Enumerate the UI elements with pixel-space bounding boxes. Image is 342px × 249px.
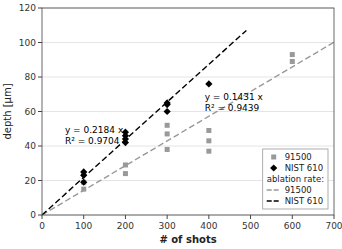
x-tick-label: 700: [325, 221, 342, 231]
y-tick-label: 100: [19, 38, 36, 48]
y-tick-label: 0: [30, 210, 36, 220]
chart: 0 100 200 300 400 500 600 700 0 20 40 60 80 100 120 # o…: [0, 0, 342, 249]
y-tick-label: 80: [25, 72, 37, 82]
legend-label: NIST 610: [285, 163, 323, 173]
legend-heading: ablation rate:: [267, 174, 324, 184]
annotation: R² = 0.9439: [205, 103, 260, 113]
legend-swatch: [267, 189, 281, 190]
annotation: y = 0.1431 x: [205, 92, 264, 102]
scatter-point: [165, 123, 170, 128]
grid-line: [42, 42, 334, 43]
scatter-point: [81, 187, 86, 192]
x-tick: [83, 215, 84, 219]
y-tick: [38, 215, 42, 216]
x-tick-label: 400: [200, 221, 217, 231]
x-tick-label: 200: [117, 221, 134, 231]
legend-label: 91500: [285, 185, 312, 195]
plot-frame: [42, 8, 334, 215]
x-tick-label: 500: [242, 221, 259, 231]
x-tick: [208, 215, 209, 219]
scatter-point: [165, 131, 170, 136]
legend-box: [263, 149, 328, 209]
x-tick: [167, 215, 168, 219]
legend: 91500NIST 610ablation rate:91500NIST 610: [263, 149, 328, 209]
y-tick: [38, 42, 42, 43]
y-tick: [38, 111, 42, 112]
scatter-point: [206, 128, 211, 133]
x-tick: [334, 215, 335, 219]
scatter-point: [123, 171, 128, 176]
grid-line: [42, 77, 334, 78]
annotation: R² = 0.9704: [65, 136, 120, 146]
annotation: y = 0.2184 x: [65, 125, 124, 135]
scatter-point: [165, 147, 170, 152]
scatter-point: [206, 149, 211, 154]
scatter-point: [164, 108, 171, 115]
scatter-point: [80, 179, 87, 186]
scatter-point: [123, 162, 128, 167]
y-tick: [38, 180, 42, 181]
y-tick: [38, 77, 42, 78]
scatter-point: [206, 138, 211, 143]
scatter-point: [205, 80, 212, 87]
y-tick-label: 60: [25, 107, 37, 117]
x-tick: [250, 215, 251, 219]
x-tick-label: 100: [75, 221, 92, 231]
legend-swatch: [271, 155, 276, 160]
scatter-point: [164, 99, 171, 106]
y-axis-label: depth [µm]: [2, 83, 13, 139]
scatter-point: [290, 52, 295, 57]
legend-label: 91500: [285, 152, 312, 162]
regression-line: [42, 30, 246, 215]
chart-container: 0 100 200 300 400 500 600 700 0 20 40 60 80 100 120 # o…: [0, 0, 342, 249]
x-tick: [125, 215, 126, 219]
y-tick-label: 20: [25, 176, 37, 186]
grid-line: [42, 111, 334, 112]
grid-line: [42, 146, 334, 147]
legend-swatch: [270, 164, 277, 171]
scatter-point: [80, 168, 87, 175]
x-tick-label: 300: [159, 221, 176, 231]
x-tick: [42, 215, 43, 219]
legend-label: NIST 610: [285, 196, 323, 206]
y-tick: [38, 8, 42, 9]
x-tick-label: 0: [39, 221, 45, 231]
x-tick-label: 600: [284, 221, 301, 231]
y-tick-label: 40: [25, 141, 37, 151]
plot-area: [42, 30, 334, 215]
regression-line: [42, 42, 334, 215]
x-axis-label: # of shots: [159, 234, 216, 245]
y-tick-label: 120: [19, 3, 36, 13]
legend-swatch: [267, 200, 281, 201]
y-tick: [38, 146, 42, 147]
x-tick: [292, 215, 293, 219]
scatter-point: [290, 59, 295, 64]
